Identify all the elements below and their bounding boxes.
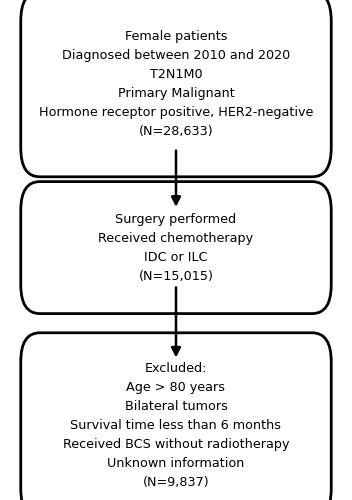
FancyBboxPatch shape xyxy=(21,333,331,500)
Text: Excluded:
Age > 80 years
Bilateral tumors
Survival time less than 6 months
Recei: Excluded: Age > 80 years Bilateral tumor… xyxy=(63,362,289,488)
FancyBboxPatch shape xyxy=(21,0,331,177)
FancyBboxPatch shape xyxy=(21,182,331,314)
Text: Surgery performed
Received chemotherapy
IDC or ILC
(N=15,015): Surgery performed Received chemotherapy … xyxy=(99,212,253,282)
Text: Female patients
Diagnosed between 2010 and 2020
T2N1M0
Primary Malignant
Hormone: Female patients Diagnosed between 2010 a… xyxy=(39,30,313,138)
